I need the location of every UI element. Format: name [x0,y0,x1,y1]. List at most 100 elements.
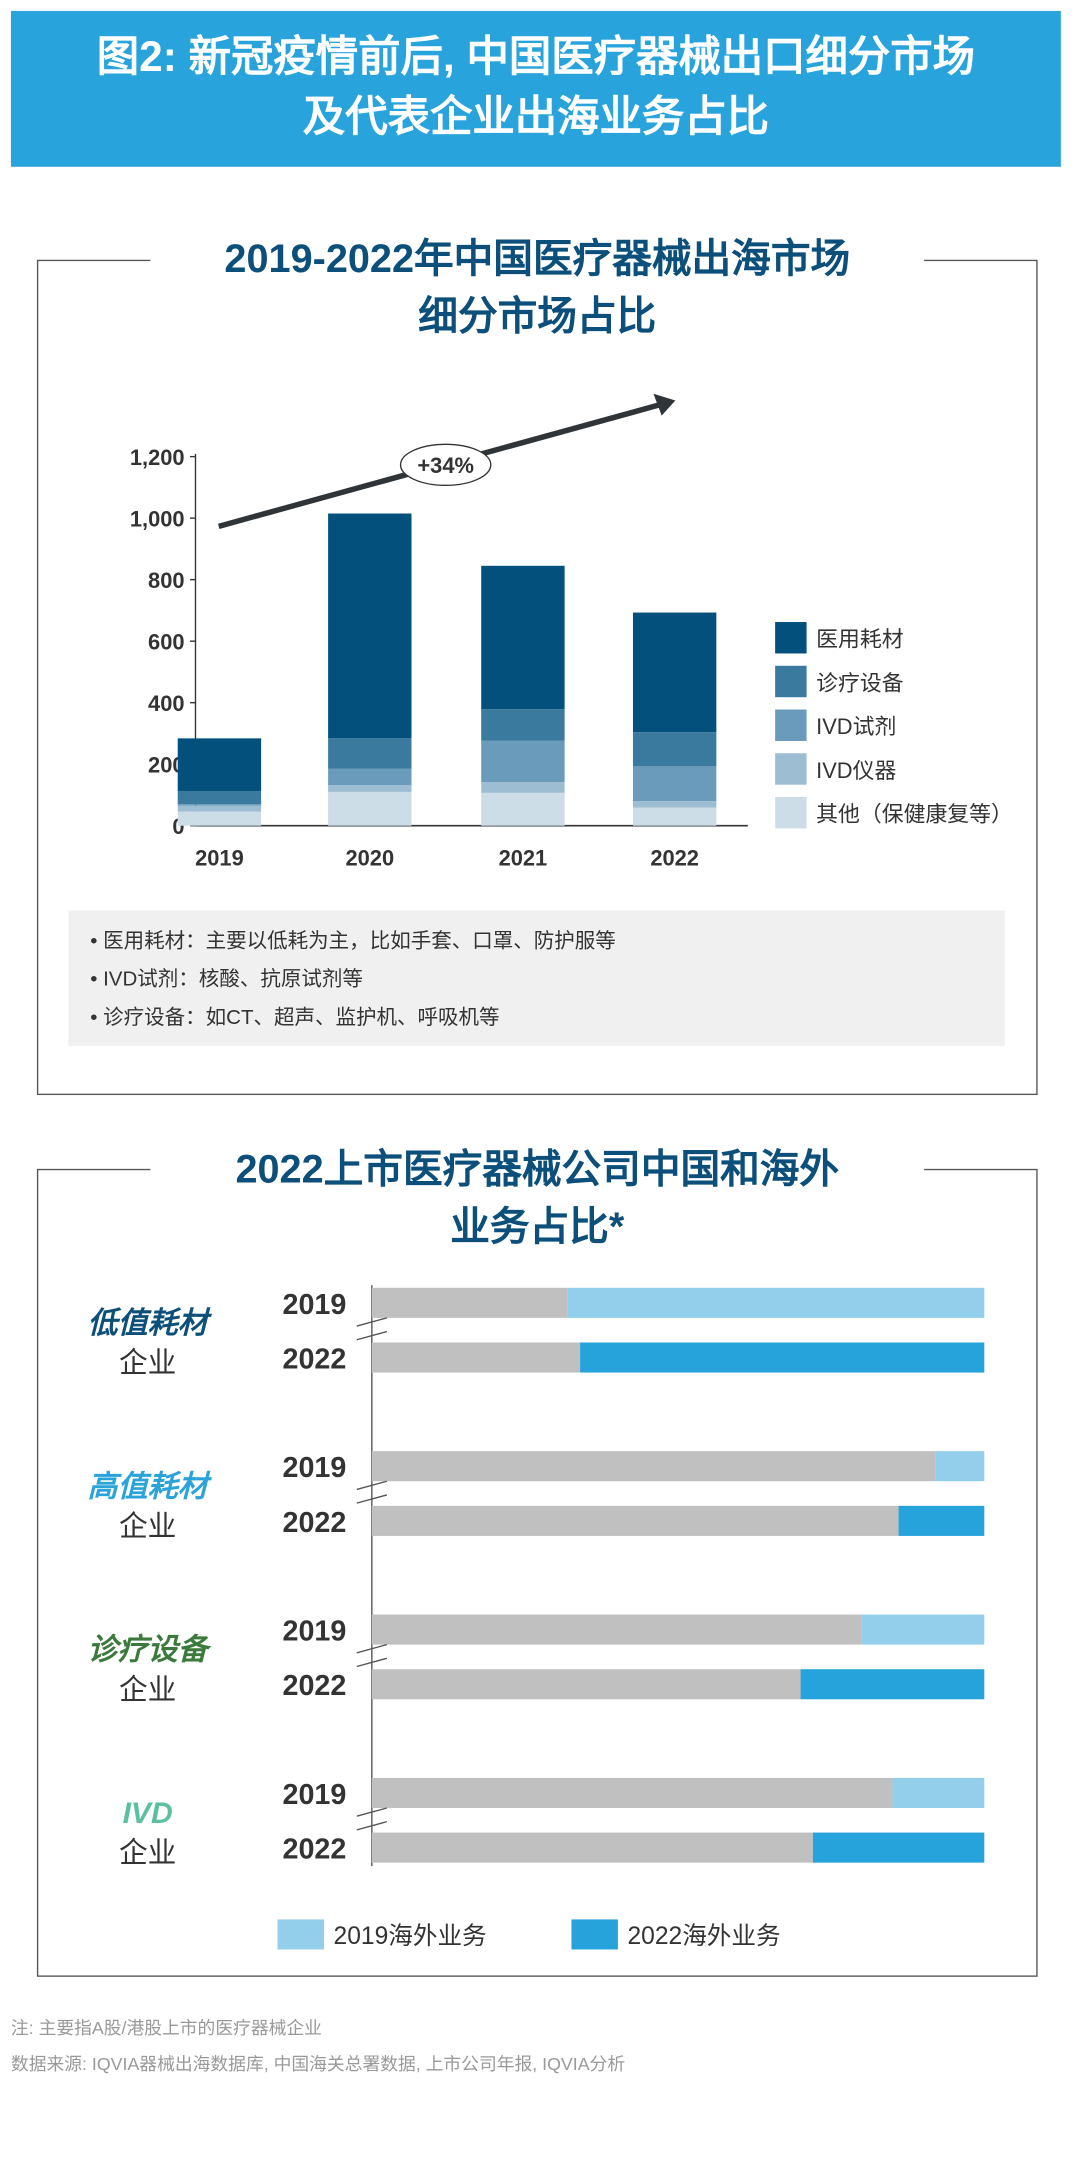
overseas-bar [935,1451,985,1482]
growth-annotation: +34% [417,453,474,478]
bar-segment [632,766,717,802]
arrow-head-icon [653,393,676,416]
axis-break-mark [356,1317,388,1327]
category-label: 诊疗设备 [88,1634,212,1667]
legend-swatch [277,1919,325,1950]
y-tick-label: 1,000 [130,506,185,531]
bar-segment [632,807,717,826]
x-tick-label: 2019 [195,845,244,870]
year-label: 2022 [283,1834,347,1866]
category-label: 低值耗材 [88,1307,213,1340]
category-suffix: 企业 [119,1838,176,1870]
domestic-bar [371,1287,568,1318]
axis-break-mark [356,1494,388,1504]
year-label: 2019 [283,1616,347,1648]
chart2-title: 2022上市医疗器械公司中国和海外 业务占比* [150,1141,925,1257]
overseas-bar [892,1777,985,1808]
year-label: 2022 [283,1670,347,1702]
header-title-line2: 及代表企业出海业务占比 [302,92,769,141]
chart1-title-line2: 细分市场占比 [418,295,657,340]
domestic-bar [371,1777,893,1808]
horizontal-bar-chart: 20192022低值耗材企业20192022高值耗材企业20192022诊疗设备… [88,1285,985,1950]
note-item: • 医用耗材：主要以低耗为主，比如手套、口罩、防护服等 [90,929,616,953]
axis-break-mark [356,1330,388,1341]
category-label: 高值耗材 [88,1470,213,1503]
overseas-bar [580,1342,985,1373]
domestic-bar [371,1614,862,1645]
year-label: 2022 [283,1507,347,1539]
axis-break-mark [356,1807,388,1817]
bar-segment [481,782,565,793]
bar-segment [177,804,262,806]
bar-segment [481,792,565,826]
legend-swatch [775,622,807,654]
bar-segment [177,811,262,826]
bar-segment [481,565,565,710]
axis-break-mark [356,1480,388,1491]
overseas-bar [898,1505,985,1536]
domestic-bar [371,1669,801,1700]
legend-swatch [775,665,807,698]
chart1-title: 2019-2022年中国医疗器械出海市场 细分市场占比 [150,231,925,346]
legend-label: 其他（保健康复等） [816,802,1013,827]
bar-segment [328,738,412,769]
legend-label: 2019海外业务 [334,1922,487,1950]
y-tick-label: 800 [148,568,184,593]
x-tick-label: 2021 [499,845,548,870]
legend-label: IVD仪器 [816,758,896,783]
year-label: 2022 [283,1343,347,1375]
bar-segment [632,801,717,808]
bar-segment [481,740,565,783]
y-tick-label: 1,200 [130,445,185,470]
year-label: 2019 [283,1289,347,1321]
footer-note: 注: 主要指A股/港股上市的医疗器械企业 [10,2017,322,2039]
bar-segment [632,612,717,733]
category-suffix: 企业 [119,1348,176,1380]
bar-segment [328,785,412,792]
bar-segment [632,732,717,767]
overseas-bar [567,1287,985,1318]
legend-swatch [775,709,807,741]
overseas-bar [800,1669,985,1700]
axis-break-mark [356,1657,388,1668]
bar-segment [177,738,262,791]
domestic-bar [371,1342,581,1373]
legend-label: IVD试剂 [816,714,896,739]
legend-swatch [775,797,807,829]
legend-swatch [571,1919,618,1950]
overseas-bar [812,1832,985,1863]
bar-segment [481,709,565,741]
domestic-bar [371,1451,936,1482]
domestic-bar [371,1505,899,1536]
category-label: IVD [123,1797,173,1830]
year-label: 2019 [283,1452,347,1484]
chart1-title-line1: 2019-2022年中国医疗器械出海市场 [224,237,851,282]
bar-segment [177,805,262,812]
domestic-bar [371,1832,813,1863]
legend-label: 医用耗材 [816,627,903,652]
legend-swatch [775,753,807,785]
legend-label: 2022海外业务 [627,1922,780,1950]
header-banner: 图2: 新冠疫情前后, 中国医疗器械出口细分市场 及代表企业出海业务占比 [10,10,1061,167]
year-label: 2019 [283,1779,347,1811]
note-item: • IVD试剂：核酸、抗原试剂等 [90,967,363,992]
bar-segment [177,790,262,805]
bar-segment [328,513,412,739]
bar-segment [328,791,412,826]
x-tick-label: 2022 [650,845,699,870]
category-suffix: 企业 [119,1674,176,1706]
overseas-bar [861,1614,985,1645]
category-suffix: 企业 [119,1511,176,1543]
growth-badge [399,443,492,487]
footer-source: 数据来源: IQVIA器械出海数据库, 中国海关总署数据, 上市公司年报, IQ… [10,2053,626,2074]
axis-break-mark [356,1820,388,1831]
chart2-title-line2: 业务占比* [450,1205,625,1250]
header-title-line1: 图2: 新冠疫情前后, 中国医疗器械出口细分市场 [96,32,976,81]
x-tick-label: 2020 [345,845,394,870]
y-tick-label: 600 [148,629,184,654]
notes-box: • 医用耗材：主要以低耗为主，比如手套、口罩、防护服等 • IVD试剂：核酸、抗… [68,910,1005,1046]
chart2-title-line1: 2022上市医疗器械公司中国和海外 [235,1148,840,1193]
y-tick-label: 400 [148,691,184,716]
bar-segment [328,768,412,786]
note-item: • 诊疗设备：如CT、超声、监护机、呼吸机等 [90,1006,500,1030]
